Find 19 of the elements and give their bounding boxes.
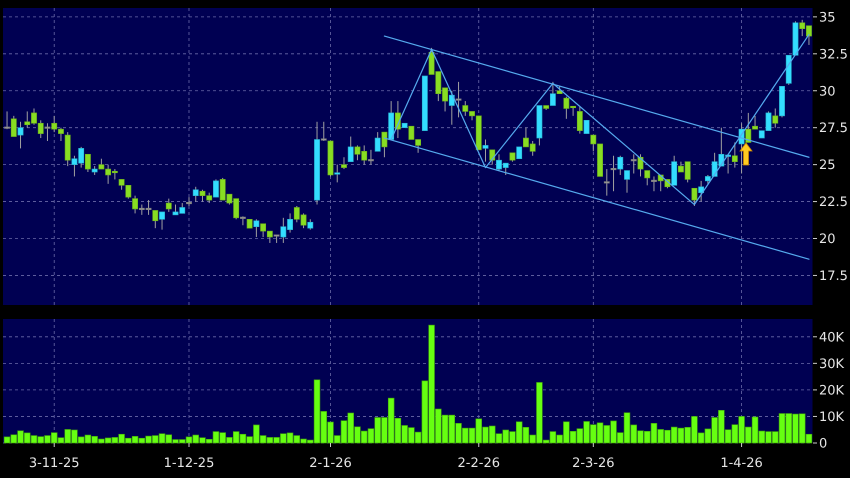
y-tick-label: 20K [819,383,845,398]
x-tick-label: 2-2-26 [458,456,500,471]
x-tick-label: 2-3-26 [572,456,615,471]
y-tick-label: 35 [819,10,836,26]
x-tick-label: 1-4-26 [720,456,763,471]
y-tick-label: 30K [819,356,845,372]
x-tick-label: 1-12-25 [164,456,214,471]
y-tick-label: 17.5 [819,269,848,284]
y-tick-label: 22.5 [819,195,848,210]
x-tick-label: 2-1-26 [309,456,352,471]
y-tick-label: 25 [819,158,836,174]
y-tick-label: 27.5 [819,121,848,136]
y-tick-label: 32.5 [819,47,848,62]
y-tick-label: 40K [819,330,845,346]
y-tick-label: 0 [819,436,828,452]
x-tick-label: 3-11-25 [28,456,80,471]
y-tick-label: 30 [819,84,836,100]
y-tick-label: 20 [819,232,836,248]
y-tick-label: 10K [819,410,845,425]
